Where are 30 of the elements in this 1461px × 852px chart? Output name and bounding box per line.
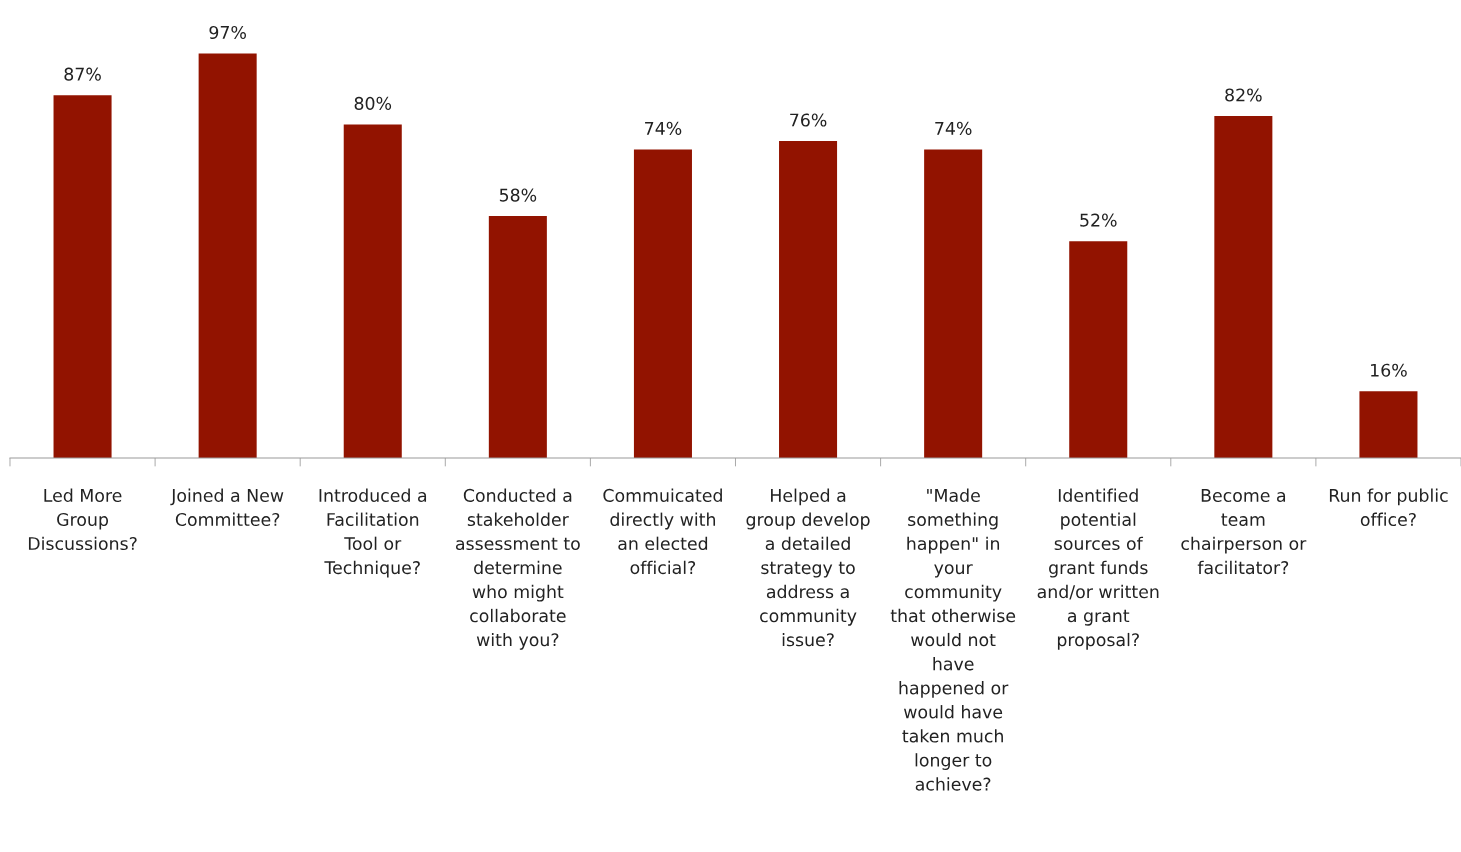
x-tick-label: Conducted a stakeholder assessment to determine who might collaborate with you? bbox=[455, 488, 580, 650]
bar bbox=[343, 124, 402, 458]
bar bbox=[1359, 391, 1418, 458]
data-label: 52% bbox=[1080, 213, 1117, 227]
data-label: 76% bbox=[790, 113, 827, 127]
data-label: 80% bbox=[354, 96, 392, 110]
bar bbox=[924, 149, 983, 458]
bar bbox=[198, 53, 257, 458]
bar bbox=[779, 141, 838, 458]
data-label: 74% bbox=[645, 121, 682, 135]
x-tick-label: Commuicated directly with an elected official? bbox=[603, 488, 722, 575]
data-label: 87% bbox=[64, 67, 101, 81]
category-label: "Made something happen" in your community that otherwise would not have happened or would have taken much longer to achieve? bbox=[890, 488, 1016, 791]
data-label: 16% bbox=[1371, 363, 1407, 377]
x-tick-label: Led More Group Discussions? bbox=[28, 488, 137, 551]
bar bbox=[633, 149, 692, 458]
bar bbox=[488, 216, 547, 458]
bar bbox=[1214, 116, 1273, 458]
data-label: 97% bbox=[209, 25, 246, 40]
bar bbox=[53, 95, 112, 458]
x-tick-label: Helped a group develop a detailed strategy to address a community issue? bbox=[746, 488, 870, 647]
data-label: 82% bbox=[1225, 88, 1262, 102]
x-tick-label: Become a team chairperson or facilitator? bbox=[1181, 489, 1307, 575]
x-tick-label: Joined a New Committee? bbox=[170, 488, 284, 527]
bar bbox=[1069, 241, 1128, 458]
data-label: 74% bbox=[935, 121, 972, 135]
x-tick-label: Identified potential sources of grant funds and/or written a grant proposal? bbox=[1037, 488, 1159, 650]
x-tick-label: Introduced a Facilitation Tool or Technique? bbox=[319, 488, 427, 578]
x-tick-label: Run for public office? bbox=[1329, 488, 1448, 527]
data-label: 58% bbox=[499, 188, 537, 202]
